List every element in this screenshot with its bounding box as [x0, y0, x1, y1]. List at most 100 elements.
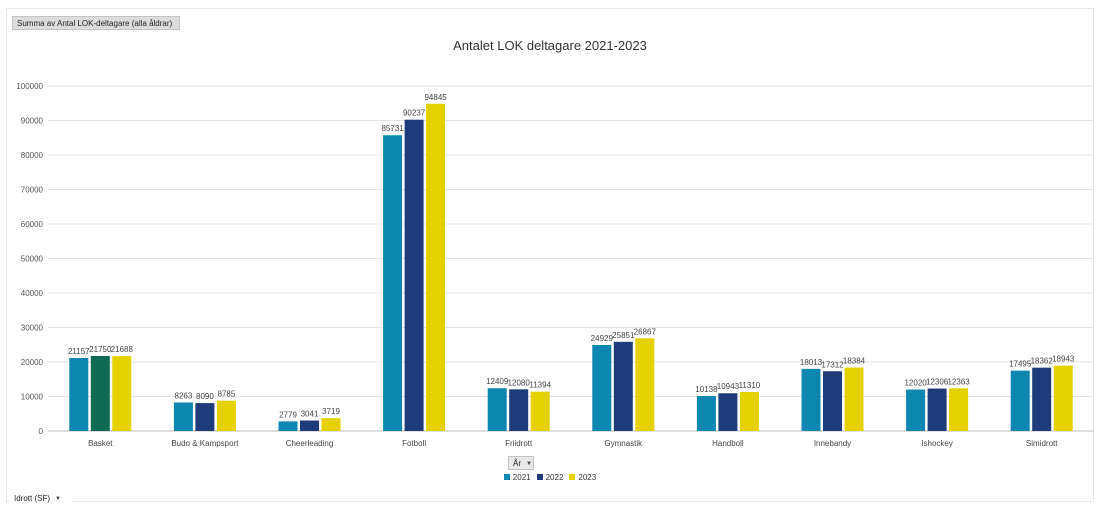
y-tick-label: 80000 — [21, 151, 44, 160]
data-label: 12306 — [926, 378, 949, 387]
bar — [844, 367, 864, 431]
x-tick-label: Basket — [88, 439, 113, 448]
bar — [509, 389, 529, 431]
bar — [278, 421, 298, 431]
bar — [949, 388, 969, 431]
data-label: 12080 — [508, 378, 531, 387]
data-label: 18384 — [843, 357, 866, 366]
legend-item: 2022 — [536, 473, 564, 482]
data-label: 94845 — [424, 93, 447, 102]
chart-area — [6, 8, 1094, 502]
legend-swatch — [503, 474, 510, 480]
bar — [1032, 367, 1052, 431]
y-tick-label: 50000 — [21, 255, 44, 264]
y-tick-label: 20000 — [21, 358, 44, 367]
data-label: 21688 — [111, 345, 134, 354]
data-label: 11310 — [739, 381, 761, 390]
data-label: 11394 — [529, 381, 551, 390]
x-tick-label: Simidrott — [1026, 439, 1058, 448]
y-tick-label: 0 — [39, 427, 44, 436]
data-label: 8785 — [218, 390, 236, 399]
y-tick-label: 30000 — [21, 324, 44, 333]
legend-swatch — [536, 474, 543, 480]
bar — [487, 388, 507, 431]
data-label: 8263 — [175, 391, 193, 400]
data-label: 8090 — [196, 392, 214, 401]
data-label: 12363 — [947, 377, 970, 386]
bar — [739, 391, 759, 431]
data-label: 2779 — [279, 410, 297, 419]
data-label: 85731 — [381, 124, 404, 133]
bar — [801, 368, 821, 431]
data-label: 12020 — [904, 379, 927, 388]
data-label: 25851 — [612, 331, 635, 340]
row-field-label: Idrott (SF) — [14, 494, 51, 503]
y-tick-label: 90000 — [21, 117, 44, 126]
bar — [404, 119, 424, 432]
data-label: 18362 — [1031, 357, 1054, 366]
legend-swatch — [569, 474, 576, 480]
x-tick-label: Friidrott — [505, 439, 533, 448]
bar — [592, 344, 612, 431]
bar — [696, 396, 716, 431]
data-label: 17495 — [1009, 360, 1032, 369]
bar — [112, 356, 132, 431]
x-tick-label: Fotboll — [402, 439, 426, 448]
data-label: 18013 — [800, 358, 823, 367]
bar — [195, 403, 215, 431]
data-label: 3719 — [322, 407, 340, 416]
y-tick-label: 60000 — [21, 220, 44, 229]
bar — [426, 103, 446, 431]
bar — [173, 402, 193, 431]
data-label: 12409 — [486, 377, 509, 386]
legend-item: 2021 — [503, 473, 531, 482]
y-tick-label: 100000 — [16, 82, 43, 91]
bar — [216, 400, 236, 431]
data-label: 90237 — [403, 109, 426, 118]
value-field-label: Summa av Antal LOK-deltagare (alla åldra… — [17, 19, 173, 28]
x-tick-label: Ishockey — [921, 439, 953, 448]
legend-item: 2023 — [569, 473, 596, 482]
legend-label: 2021 — [512, 473, 531, 482]
chevron-down-icon: ▼ — [55, 496, 61, 502]
data-label: 17312 — [821, 360, 844, 369]
bar — [906, 389, 926, 431]
legend-label: 2023 — [578, 473, 597, 482]
data-label: 10138 — [695, 385, 718, 394]
bar — [300, 420, 319, 431]
bar — [1053, 365, 1073, 431]
data-label: 10943 — [717, 382, 740, 391]
x-tick-label: Handboll — [712, 439, 744, 448]
bar — [718, 393, 738, 431]
data-label: 3041 — [301, 410, 319, 419]
bar — [530, 391, 550, 431]
legend-label: 2022 — [545, 473, 564, 482]
bar — [635, 338, 655, 431]
x-tick-label: Gymnastik — [604, 439, 643, 448]
axis-field-button[interactable]: År ▼ — [508, 456, 534, 470]
y-tick-label: 70000 — [21, 186, 44, 195]
chevron-down-icon: ▼ — [526, 461, 532, 467]
data-label: 26867 — [634, 327, 657, 336]
bar — [613, 341, 633, 431]
value-field-button[interactable]: Summa av Antal LOK-deltagare (alla åldra… — [12, 16, 180, 30]
axis-field-label: År — [513, 459, 521, 468]
y-tick-label: 40000 — [21, 289, 44, 298]
y-tick-label: 10000 — [21, 393, 44, 402]
x-tick-label: Innebandy — [814, 439, 851, 448]
data-label: 18943 — [1052, 355, 1075, 364]
bar — [321, 418, 341, 431]
x-tick-label: Cheerleading — [286, 439, 334, 448]
bar — [1010, 370, 1030, 431]
bar — [69, 358, 89, 431]
chart-legend: 2021 2022 2023 — [0, 473, 1100, 482]
data-label: 21750 — [89, 345, 112, 354]
x-tick-label: Budo & Kampsport — [171, 439, 239, 448]
chart-title: Antalet LOK deltagare 2021-2023 — [453, 38, 647, 53]
bar — [383, 135, 403, 432]
bar — [927, 388, 947, 431]
data-label: 21157 — [68, 347, 90, 356]
row-field-button[interactable]: Idrott (SF) ▼ — [10, 492, 72, 506]
data-label: 24929 — [591, 334, 614, 343]
